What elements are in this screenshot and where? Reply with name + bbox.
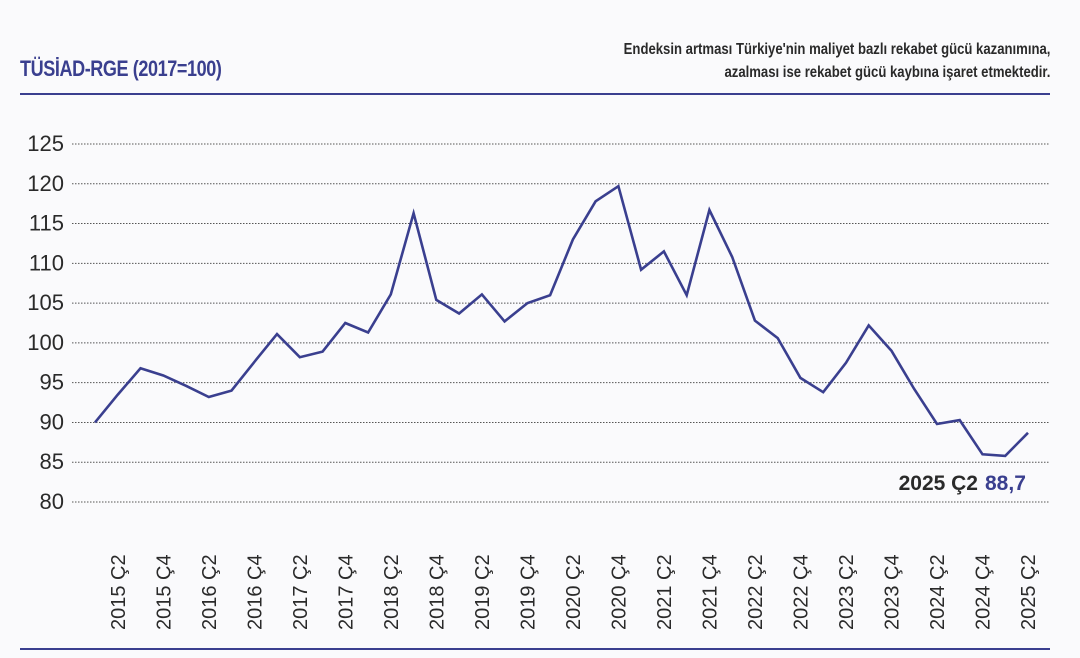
y-tick-label: 95 xyxy=(40,370,64,395)
x-tick-label: 2017 Ç4 xyxy=(335,554,357,630)
x-tick-label: 2015 Ç4 xyxy=(153,554,175,630)
chart-title: TÜSİAD-RGE (2017=100) xyxy=(20,56,222,81)
x-tick-label: 2021 Ç2 xyxy=(654,554,676,630)
x-tick-label: 2022 Ç2 xyxy=(745,554,767,630)
y-tick-label: 100 xyxy=(27,330,64,355)
subtitle-line-1: Endeksin artması Türkiye'nin maliyet baz… xyxy=(623,41,1050,58)
series-line xyxy=(93,184,1029,458)
x-tick-label: 2016 Ç2 xyxy=(199,554,221,630)
y-tick-label: 120 xyxy=(27,171,64,196)
y-tick-label: 80 xyxy=(40,489,64,514)
subtitle-line-2: azalması ise rekabet gücü kaybına işaret… xyxy=(724,64,1050,81)
x-tick-label: 2015 Ç2 xyxy=(108,554,130,630)
x-tick-label: 2020 Ç2 xyxy=(563,554,585,630)
y-tick-label: 110 xyxy=(29,250,64,275)
x-tick-label: 2025 Ç2 xyxy=(1018,554,1040,630)
x-tick-label: 2019 Ç2 xyxy=(472,554,494,630)
x-tick-label: 2018 Ç2 xyxy=(381,554,403,630)
x-tick-label: 2017 Ç2 xyxy=(290,554,312,630)
chart-subtitle: Endeksin artması Türkiye'nin maliyet baz… xyxy=(623,38,1050,84)
annotation-label: 2025 Ç2 xyxy=(899,472,978,495)
series-line-layer xyxy=(93,184,1029,458)
x-tick-label: 2023 Ç4 xyxy=(881,554,903,630)
y-tick-label: 85 xyxy=(40,449,64,474)
y-tick-label: 115 xyxy=(29,211,64,236)
bottom-divider xyxy=(20,648,1050,650)
y-tick-label: 125 xyxy=(27,131,64,156)
x-tick-label: 2018 Ç4 xyxy=(426,554,448,630)
x-tick-label: 2020 Ç4 xyxy=(608,554,630,630)
x-tick-label: 2021 Ç4 xyxy=(699,554,721,630)
x-tick-label: 2019 Ç4 xyxy=(517,554,539,630)
last-value-annotation: 2025 Ç2 88,7 xyxy=(899,472,1026,495)
x-tick-label: 2023 Ç2 xyxy=(836,554,858,630)
x-tick-label: 2022 Ç4 xyxy=(790,554,812,630)
grid-lines xyxy=(72,143,1050,503)
x-tick-label: 2024 Ç4 xyxy=(972,554,994,630)
x-tick-label: 2024 Ç2 xyxy=(927,554,949,630)
y-tick-label: 105 xyxy=(27,290,64,315)
top-divider xyxy=(20,93,1050,95)
annotation-value: 88,7 xyxy=(985,472,1026,495)
y-tick-label: 90 xyxy=(40,409,64,434)
y-axis-ticks: 80 85 90 95 100 105 110 115 120 125 xyxy=(27,131,64,514)
x-tick-label: 2016 Ç4 xyxy=(244,554,266,630)
x-axis-ticks: 2015 Ç2 2015 Ç4 2016 Ç2 2016 Ç4 2017 Ç2 2017 … xyxy=(108,554,1040,630)
